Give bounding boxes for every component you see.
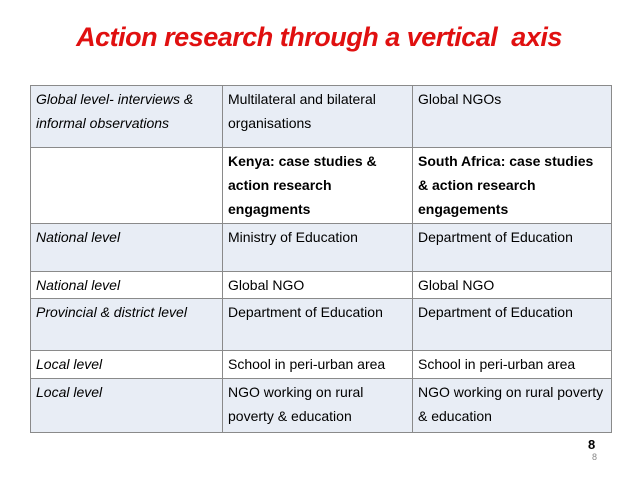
table-cell: Global NGO: [222, 271, 413, 299]
table-cell: Multilateral and bilateral organisations: [222, 85, 413, 148]
table-row: Local level NGO working on rural poverty …: [30, 378, 612, 433]
table-cell: [30, 147, 223, 224]
table-row: Provincial & district level Department of…: [30, 298, 612, 351]
table-cell: National level: [30, 223, 223, 272]
table-cell: School in peri-urban area: [412, 350, 612, 379]
table-row: National level Global NGO Global NGO: [30, 271, 612, 299]
table-cell: NGO working on rural poverty & education: [222, 378, 413, 433]
table-cell: Global level- interviews & informal obse…: [30, 85, 223, 148]
page-number: 8: [588, 437, 596, 452]
table-cell: Global NGO: [412, 271, 612, 299]
table-cell: Local level: [30, 350, 223, 379]
table-cell: Global NGOs: [412, 85, 612, 148]
table-cell: Department of Education: [412, 223, 612, 272]
table: Global level- interviews & informal obse…: [30, 85, 612, 433]
table-cell: Department of Education: [222, 298, 413, 351]
table-cell: Provincial & district level: [30, 298, 223, 351]
slide-title: Action research through a vertical axis: [76, 22, 562, 52]
table-cell: Local level: [30, 378, 223, 433]
slide-number: 8: [592, 452, 598, 462]
table-cell: South Africa: case studies & action rese…: [412, 147, 612, 224]
table-row: Local level School in peri-urban area Scho…: [30, 350, 612, 379]
table-cell: Kenya: case studies & action research en…: [222, 147, 413, 224]
table-cell: NGO working on rural poverty & education: [412, 378, 612, 433]
table-row: Kenya: case studies & action research en…: [30, 147, 612, 224]
table-cell: National level: [30, 271, 223, 299]
table-cell: Ministry of Education: [222, 223, 413, 272]
table-cell: Department of Education: [412, 298, 612, 351]
table-cell: School in peri-urban area: [222, 350, 413, 379]
table-row: Global level- interviews & informal obse…: [30, 85, 612, 148]
table-row: National level Ministry of Education Depar…: [30, 223, 612, 272]
